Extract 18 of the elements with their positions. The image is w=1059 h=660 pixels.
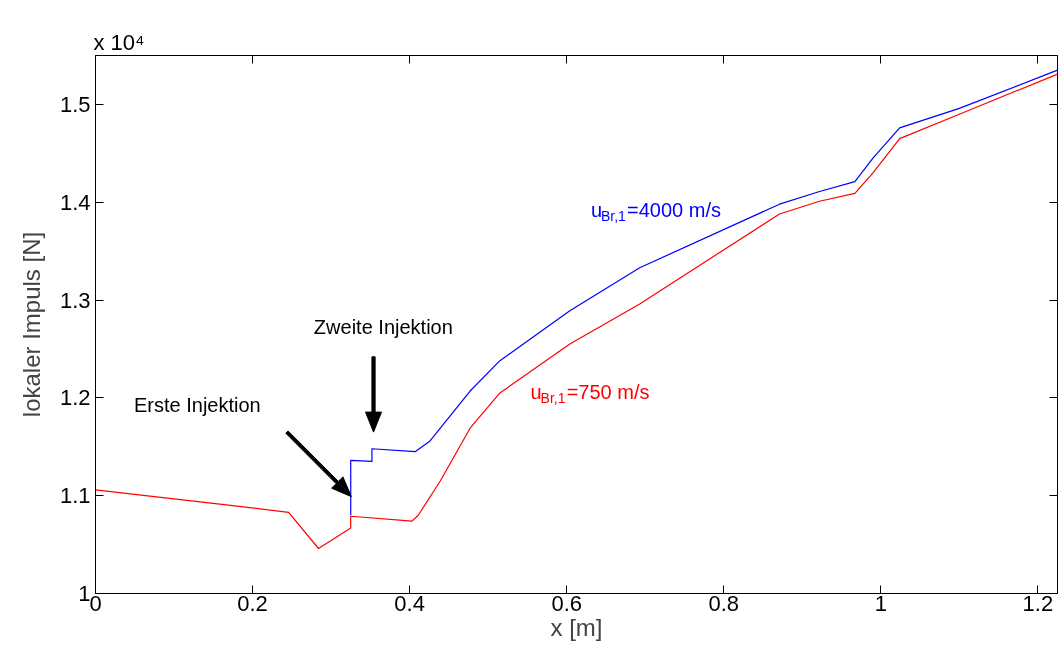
x-tick-label: 0.4 (394, 590, 425, 616)
line-series (95, 73, 1058, 550)
x-tick-label: 1 (874, 590, 887, 616)
annotation: Zweite Injektion (313, 315, 453, 338)
x-tick-label: 0.2 (237, 590, 268, 616)
y-tick-label: 1.2 (59, 385, 91, 411)
x-tick-label: 1.2 (1022, 590, 1054, 616)
y-tick-label: 1.3 (59, 287, 91, 313)
text: x 10⁴ (93, 29, 145, 55)
y-axis-title: lokaler Impuls [N] (17, 231, 45, 418)
y-tick-label: 1.1 (59, 483, 91, 509)
x-tick-label: 0 (89, 590, 102, 616)
y-tick-label: 1.5 (59, 91, 91, 117)
x-axis-title: x [m] (550, 613, 603, 641)
annotation: Erste Injektion (133, 393, 261, 416)
x-tick-label: 0.6 (551, 590, 582, 616)
x-tick-label: 0.8 (708, 590, 740, 616)
y-tick-label: 1.4 (59, 189, 91, 215)
